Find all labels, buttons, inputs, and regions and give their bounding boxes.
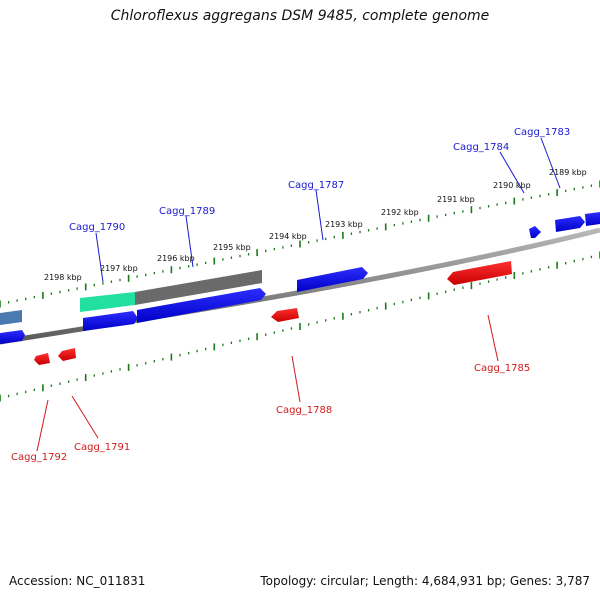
scale-label: 2194 kbp — [269, 232, 307, 241]
gene-cagg-1785[interactable] — [447, 261, 512, 285]
reverse-label-leaders — [36, 314, 499, 452]
gene-cagg-1791[interactable] — [58, 348, 76, 361]
forward-scale-ticks — [0, 180, 600, 308]
gene-label-cagg-1784[interactable]: Cagg_1784 — [453, 142, 509, 153]
reverse-scale-ticks — [0, 251, 600, 402]
gene-label-cagg-1787[interactable]: Cagg_1787 — [288, 180, 344, 191]
accession-text: Accession: NC_011831 — [9, 574, 146, 588]
map-title: Chloroflexus aggregans DSM 9485, complet… — [110, 8, 490, 24]
forward-gene-labels: Cagg_1790 Cagg_1789 Cagg_1787 Cagg_1784 … — [69, 127, 570, 233]
gene-cagg-1788[interactable] — [271, 308, 299, 322]
gene-cagg-1783[interactable] — [555, 216, 585, 232]
genome-backbone — [0, 227, 600, 345]
gene-label-cagg-1791[interactable]: Cagg_1791 — [74, 442, 130, 453]
reverse-gene-labels: Cagg_1792 Cagg_1791 Cagg_1788 Cagg_1785 — [11, 363, 530, 463]
gene-label-cagg-1790[interactable]: Cagg_1790 — [69, 222, 125, 233]
scale-labels: 2198 kbp 2197 kbp 2196 kbp 2195 kbp 2194… — [44, 168, 587, 282]
forward-label-leaders — [95, 137, 561, 283]
scale-label: 2191 kbp — [437, 195, 475, 204]
gene-forward-right-edge[interactable] — [585, 212, 600, 226]
gene-cagg-1790[interactable] — [83, 311, 138, 331]
gene-label-cagg-1789[interactable]: Cagg_1789 — [159, 206, 215, 217]
gene-gray-feature[interactable] — [135, 270, 262, 305]
scale-label: 2192 kbp — [381, 208, 419, 217]
gene-cagg-1784[interactable] — [529, 226, 541, 238]
forward-features — [0, 212, 600, 344]
reverse-features — [34, 261, 512, 365]
scale-label: 2198 kbp — [44, 273, 82, 282]
gene-forward-left[interactable] — [0, 330, 25, 344]
genome-summary-text: Topology: circular; Length: 4,684,931 bp… — [260, 574, 590, 588]
gene-cagg-1792[interactable] — [34, 353, 50, 365]
gene-rna-feature[interactable] — [80, 292, 135, 312]
scale-label: 2195 kbp — [213, 243, 251, 252]
gene-label-cagg-1785[interactable]: Cagg_1785 — [474, 363, 530, 374]
gene-cagg-1789[interactable] — [137, 288, 266, 323]
gene-label-cagg-1788[interactable]: Cagg_1788 — [276, 405, 332, 416]
scale-label: 2197 kbp — [100, 264, 138, 273]
gene-cagg-1787[interactable] — [297, 267, 368, 292]
scale-label: 2189 kbp — [549, 168, 587, 177]
gene-label-cagg-1783[interactable]: Cagg_1783 — [514, 127, 570, 138]
gene-steel-left[interactable] — [0, 310, 22, 325]
scale-label: 2190 kbp — [493, 181, 531, 190]
scale-label: 2193 kbp — [325, 220, 363, 229]
gene-label-cagg-1792[interactable]: Cagg_1792 — [11, 452, 67, 463]
scale-label: 2196 kbp — [157, 254, 195, 263]
